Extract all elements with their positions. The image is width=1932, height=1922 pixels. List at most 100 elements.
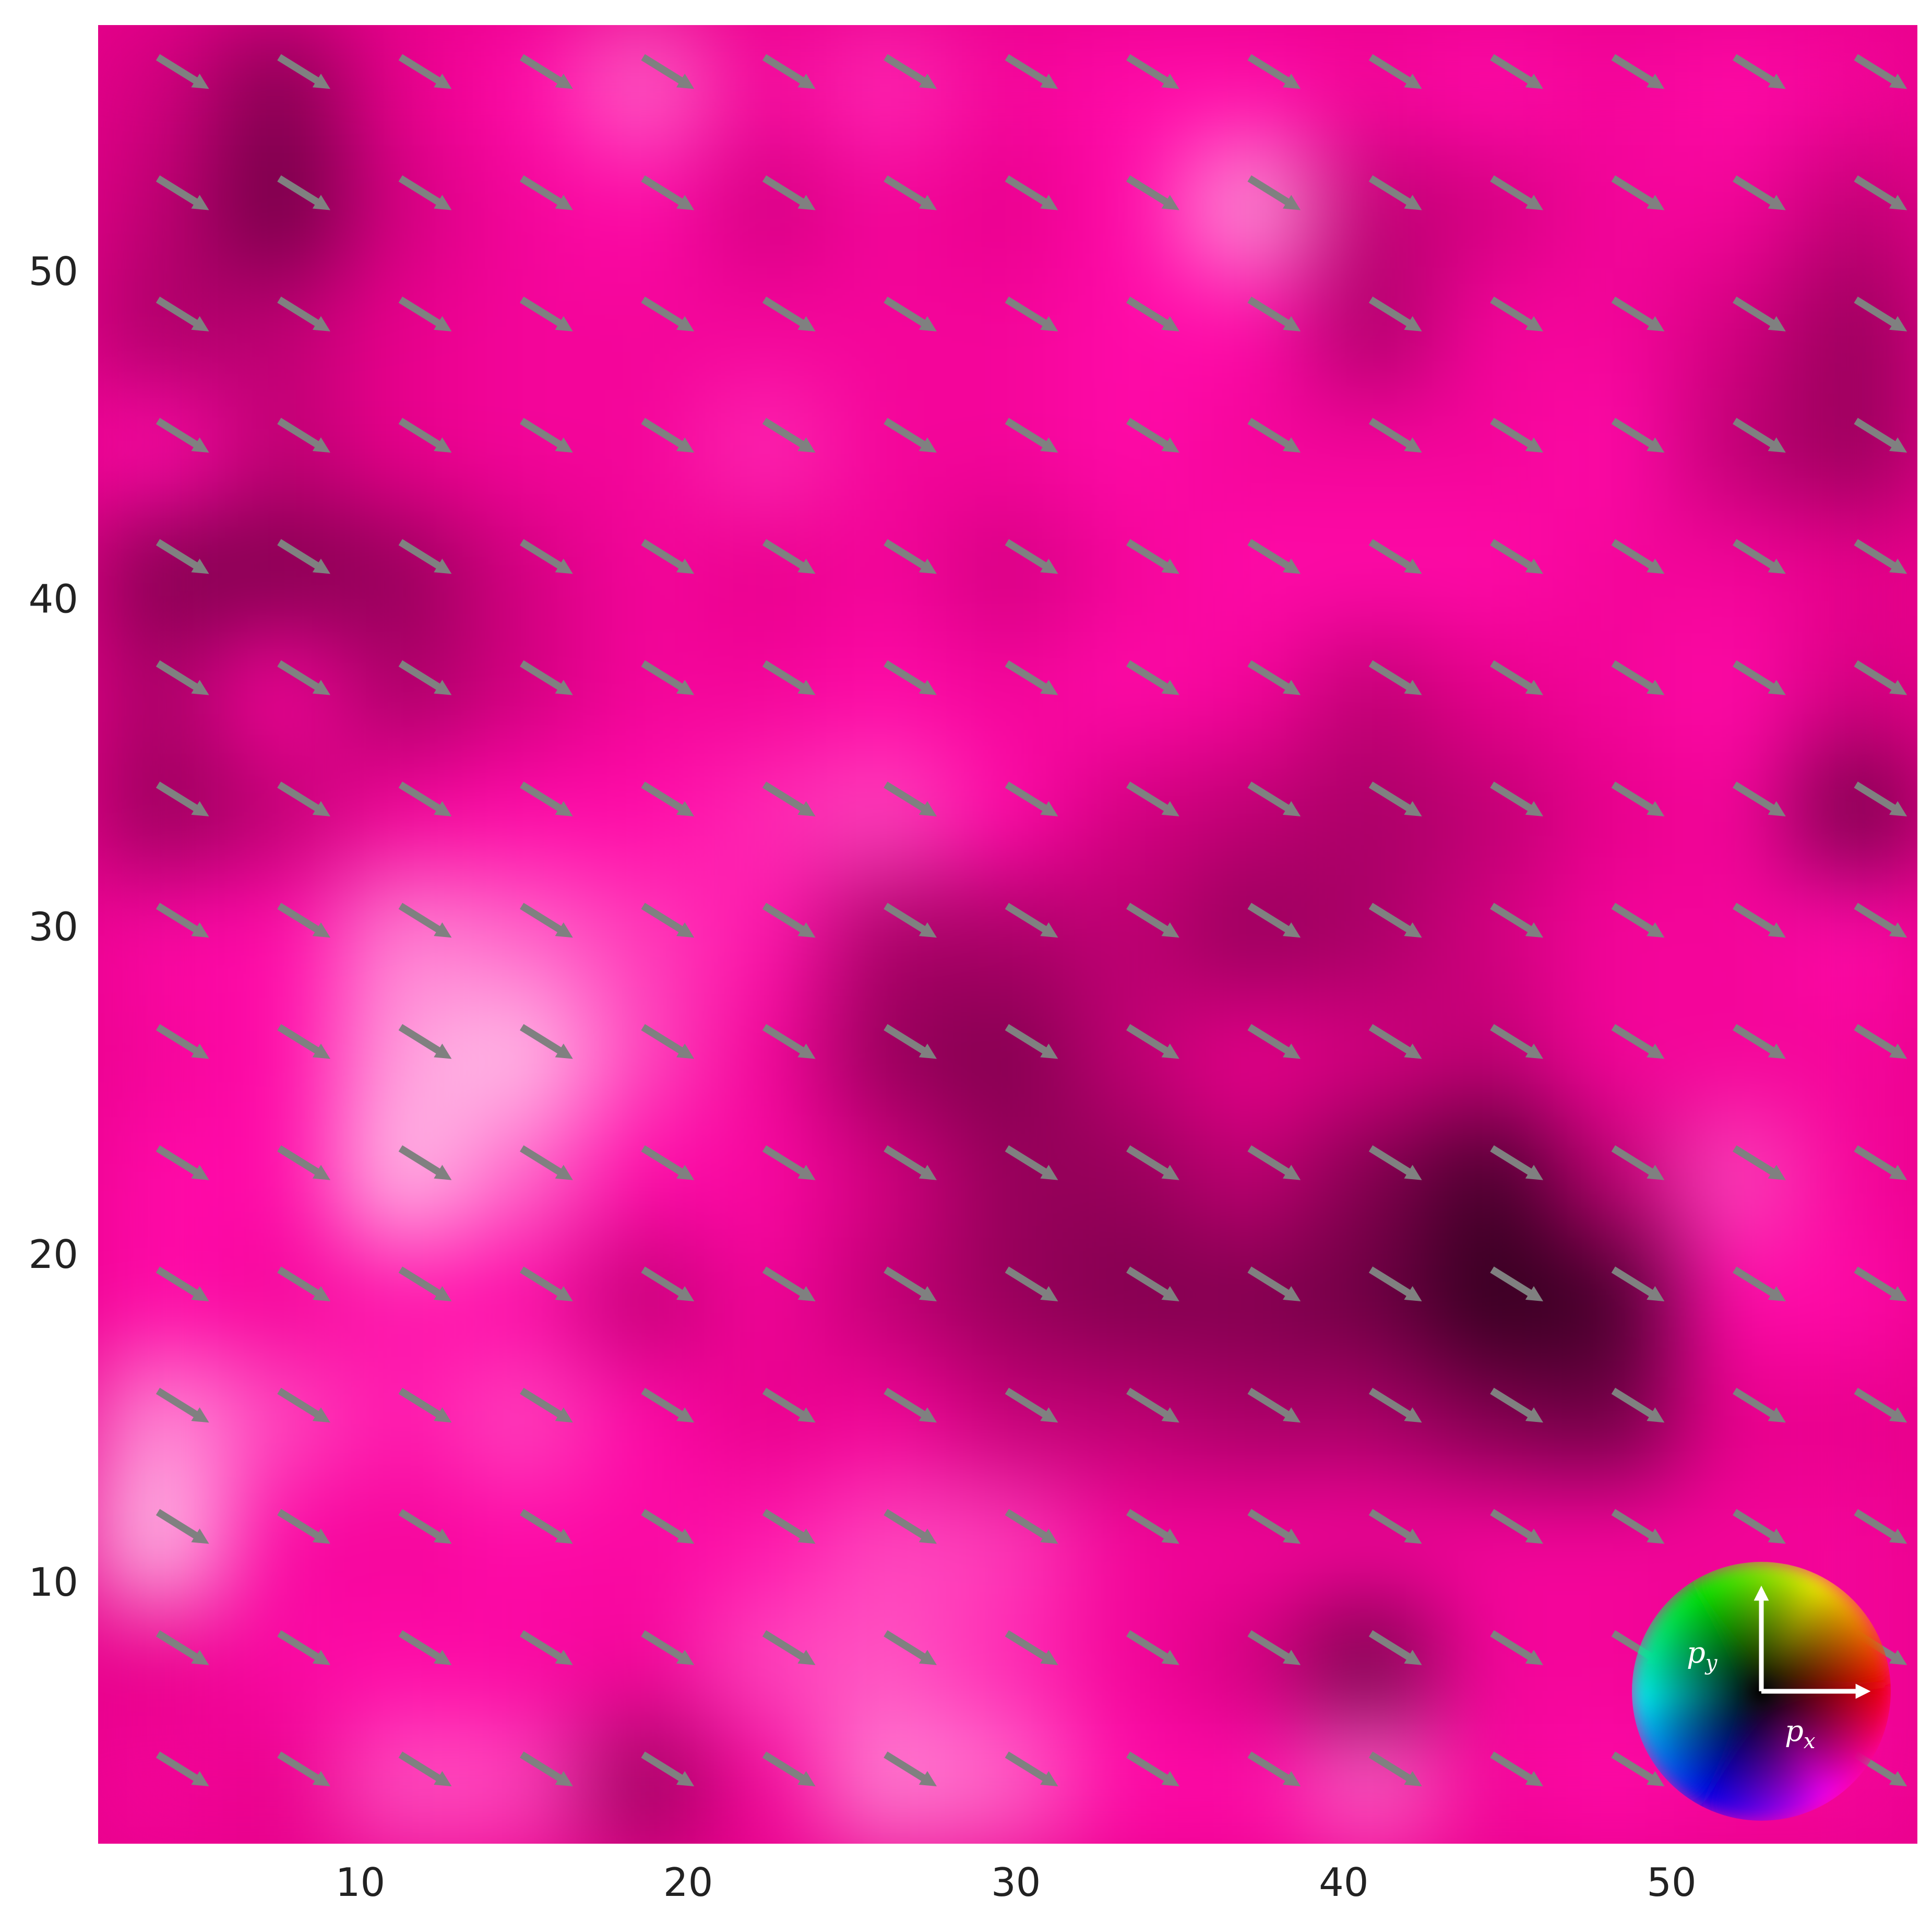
vector-arrow [1247, 539, 1301, 574]
vector-arrow [641, 1266, 695, 1302]
x-tick-label: 30 [991, 1859, 1041, 1905]
vector-arrow [1733, 1509, 1786, 1544]
vector-arrow [1368, 660, 1422, 695]
vector-arrow [398, 781, 452, 816]
vector-arrow [641, 1630, 695, 1665]
vector-arrow [520, 1630, 573, 1665]
vector-arrow [1490, 54, 1544, 89]
vector-arrow [277, 539, 331, 574]
vector-arrow [277, 903, 331, 938]
vector-arrow [398, 1630, 452, 1665]
vector-arrow [1611, 903, 1665, 938]
vector-arrow [1005, 539, 1058, 574]
vector-arrow [641, 539, 695, 574]
vector-arrow [1247, 1509, 1301, 1544]
vector-arrow [1126, 296, 1179, 331]
vector-arrow [884, 1145, 937, 1180]
vector-arrow [1368, 1630, 1422, 1665]
vector-arrow [1733, 54, 1786, 89]
vector-arrow [1005, 54, 1058, 89]
vector-arrow [1733, 296, 1786, 331]
vector-arrow [1005, 660, 1058, 695]
vector-arrow [520, 1266, 573, 1302]
vector-arrow [641, 54, 695, 89]
vector-arrow [1854, 660, 1907, 695]
vector-arrow [641, 296, 695, 331]
vector-arrow [277, 418, 331, 453]
vector-arrow [1126, 1509, 1179, 1544]
vector-arrow [1247, 660, 1301, 695]
vector-arrow [884, 1509, 937, 1544]
vector-arrow [1247, 1024, 1301, 1059]
vector-arrow [1733, 175, 1786, 210]
vector-arrow [1611, 1387, 1665, 1423]
vector-arrow [1368, 1266, 1422, 1302]
vector-arrow [1854, 296, 1907, 331]
vector-arrow [277, 1387, 331, 1423]
vector-arrow [520, 660, 573, 695]
vector-arrow [884, 1630, 937, 1665]
vector-arrow [1126, 54, 1179, 89]
vector-arrow [1368, 1024, 1422, 1059]
vector-arrow [1247, 296, 1301, 331]
vector-arrow [1126, 175, 1179, 210]
vector-arrow [1126, 660, 1179, 695]
vector-arrow [762, 1266, 816, 1302]
vector-arrow [277, 1630, 331, 1665]
vector-arrow [1247, 1145, 1301, 1180]
vector-arrow [1611, 781, 1665, 816]
vector-arrow [1611, 54, 1665, 89]
vector-arrow [1854, 175, 1907, 210]
vector-arrow [1005, 175, 1058, 210]
vector-arrow [156, 1145, 209, 1180]
vector-arrow [398, 903, 452, 938]
vector-arrow [762, 1387, 816, 1423]
vector-arrow [156, 1751, 209, 1787]
vector-arrow [156, 1024, 209, 1059]
y-tick-label: 10 [29, 1559, 78, 1605]
vector-arrow [884, 175, 937, 210]
vector-arrow [1126, 903, 1179, 938]
vector-arrow [1611, 296, 1665, 331]
vector-arrow [1854, 1387, 1907, 1423]
vector-arrow [1611, 1024, 1665, 1059]
vector-arrow [762, 175, 816, 210]
vector-arrow [762, 1145, 816, 1180]
vector-arrow [1611, 1266, 1665, 1302]
vector-arrow [520, 296, 573, 331]
vector-arrow [641, 1387, 695, 1423]
vector-arrow [1368, 1145, 1422, 1180]
vector-arrow [1611, 1509, 1665, 1544]
vector-arrow [1368, 418, 1422, 453]
vector-arrow [1005, 781, 1058, 816]
vector-arrow [156, 54, 209, 89]
vector-arrow [641, 1751, 695, 1787]
vector-arrow [1126, 1266, 1179, 1302]
vector-arrow [520, 418, 573, 453]
px-label: px [1785, 1714, 1815, 1753]
plot-area [98, 25, 1917, 1844]
vector-arrow [1733, 903, 1786, 938]
vector-arrow [277, 1509, 331, 1544]
vector-arrow [1611, 539, 1665, 574]
vector-arrow [1247, 1387, 1301, 1423]
vector-arrow [277, 660, 331, 695]
vector-arrow [398, 1266, 452, 1302]
vector-arrow [1490, 296, 1544, 331]
vector-arrow [277, 1024, 331, 1059]
vector-arrow [156, 1387, 209, 1423]
vector-arrow [1490, 1387, 1544, 1423]
vector-arrow [277, 1751, 331, 1787]
vector-arrow [156, 781, 209, 816]
vector-arrow [1733, 1024, 1786, 1059]
vector-arrow [156, 1630, 209, 1665]
vector-arrow [277, 296, 331, 331]
vector-arrow [1005, 903, 1058, 938]
vector-arrow [1126, 418, 1179, 453]
vector-arrow [156, 903, 209, 938]
vector-arrow [884, 296, 937, 331]
vector-arrow [398, 1145, 452, 1180]
vector-arrow [156, 1509, 209, 1544]
x-tick-label: 10 [336, 1859, 385, 1905]
vector-arrow [1854, 539, 1907, 574]
